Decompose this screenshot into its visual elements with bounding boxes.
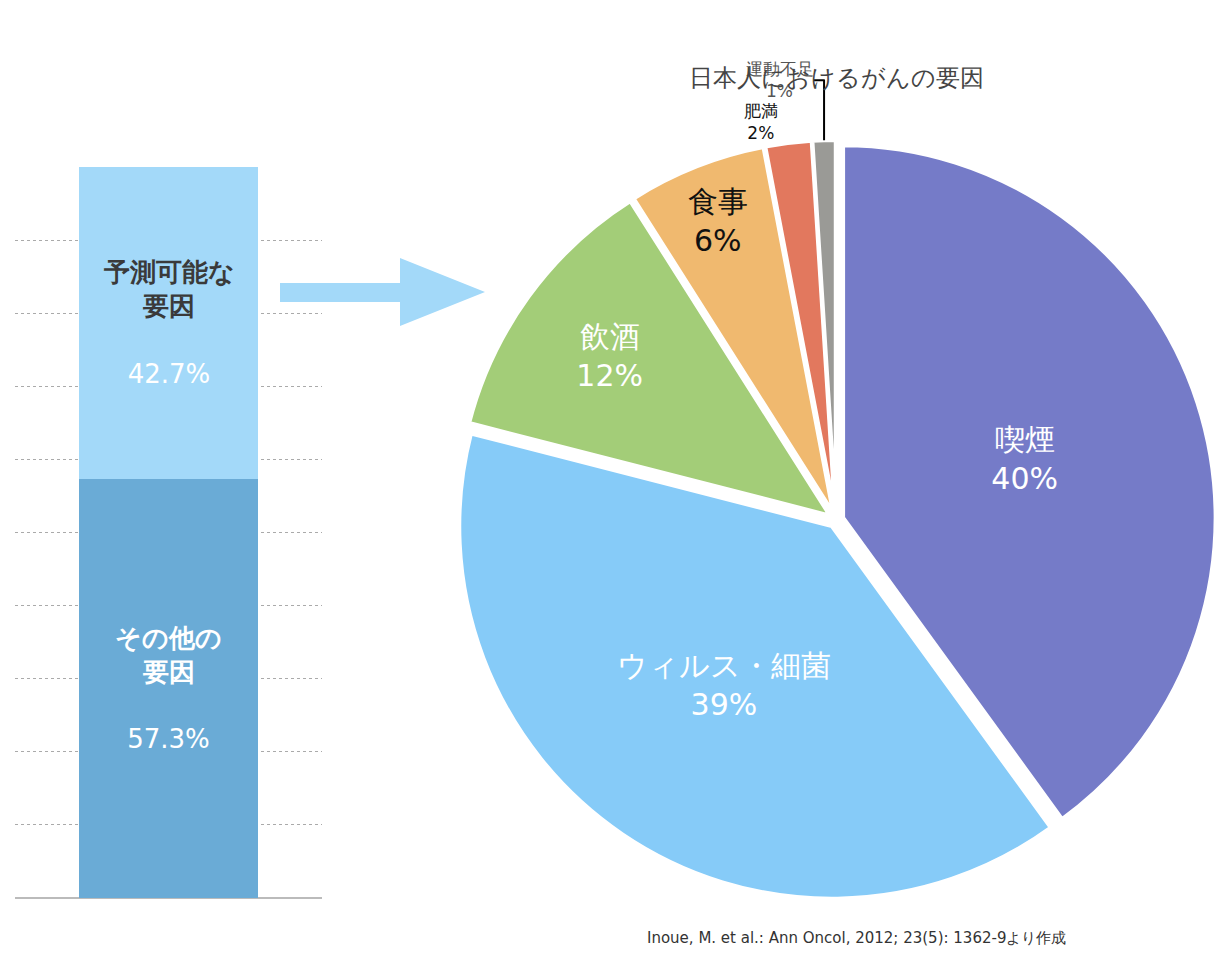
svg-text:Inoue, M. et al.: Ann Oncol, 2: Inoue, M. et al.: Ann Oncol, 2012; 23(5)…	[647, 929, 1066, 947]
svg-text:運動不足1%: 運動不足1%	[746, 59, 814, 101]
svg-text:ウィルス・細菌39%: ウィルス・細菌39%	[617, 648, 831, 722]
svg-text:予測可能な要因42.7%: 予測可能な要因42.7%	[103, 257, 235, 388]
svg-text:肥満2%: 肥満2%	[744, 101, 778, 143]
svg-text:その他の要因57.3%: その他の要因57.3%	[115, 623, 222, 754]
svg-text:飲酒12%: 飲酒12%	[576, 319, 643, 393]
svg-text:日本人におけるがんの要因: 日本人におけるがんの要因	[689, 64, 984, 92]
svg-text:食事6%: 食事6%	[688, 184, 748, 258]
svg-text:喫煙40%: 喫煙40%	[991, 422, 1058, 496]
